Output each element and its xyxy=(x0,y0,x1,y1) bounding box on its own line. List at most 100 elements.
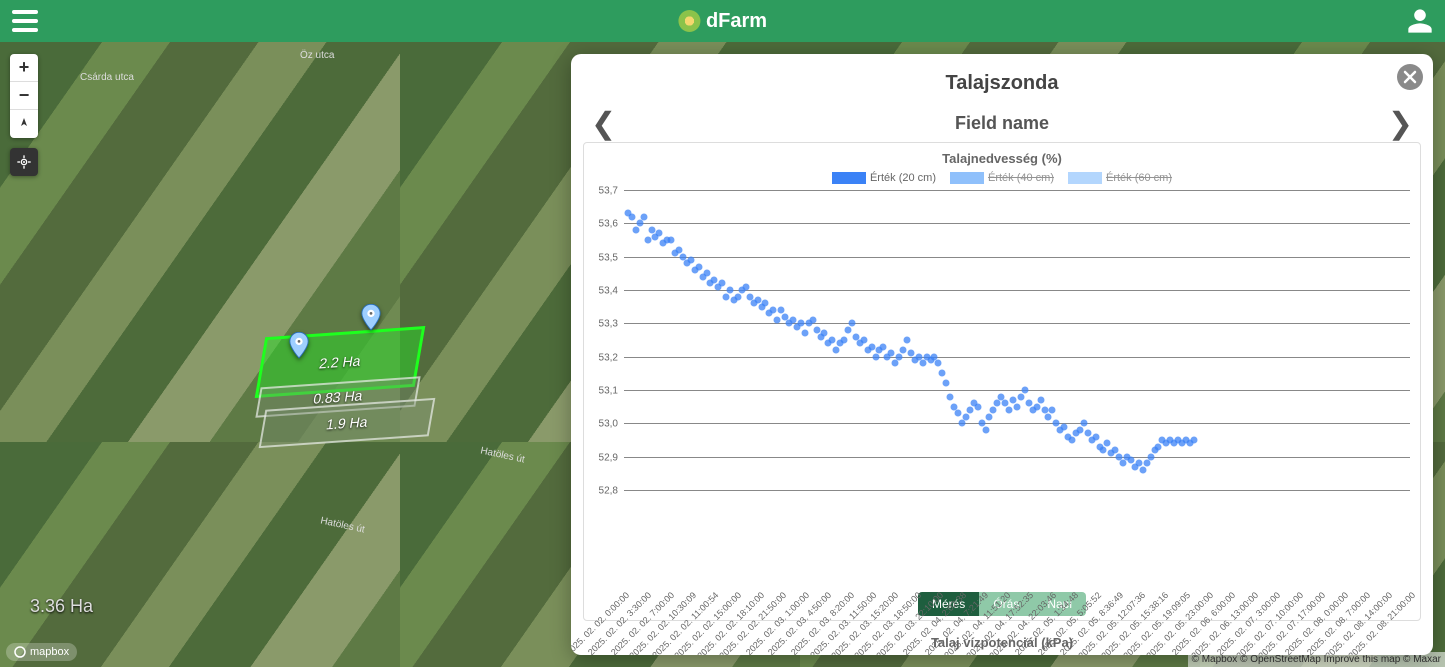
data-point[interactable] xyxy=(1045,413,1052,420)
user-avatar[interactable] xyxy=(1403,4,1437,38)
data-point[interactable] xyxy=(935,360,942,367)
sensor-pin-icon[interactable] xyxy=(288,332,310,360)
sensor-pin-icon[interactable] xyxy=(360,304,382,332)
legend-swatch-icon xyxy=(832,172,866,184)
data-point[interactable] xyxy=(880,343,887,350)
data-point[interactable] xyxy=(966,407,973,414)
data-point[interactable] xyxy=(640,213,647,220)
data-point[interactable] xyxy=(860,337,867,344)
data-point[interactable] xyxy=(1155,443,1162,450)
prev-field-button[interactable]: ❮ xyxy=(591,106,616,141)
menu-button[interactable] xyxy=(6,2,44,40)
data-point[interactable] xyxy=(734,293,741,300)
data-point[interactable] xyxy=(1139,467,1146,474)
zoom-in-button[interactable]: + xyxy=(10,54,38,82)
data-point[interactable] xyxy=(695,263,702,270)
legend-item[interactable]: Érték (60 cm) xyxy=(1068,172,1172,184)
chart-plot-area[interactable]: 53,753,653,553,453,353,253,153,052,952,8 xyxy=(624,190,1410,490)
y-axis-label: 52,9 xyxy=(599,452,618,463)
data-point[interactable] xyxy=(632,227,639,234)
modal-title: Talajszonda xyxy=(611,72,1393,95)
data-point[interactable] xyxy=(1076,427,1083,434)
y-axis-label: 53,5 xyxy=(599,252,618,263)
data-point[interactable] xyxy=(1061,423,1068,430)
data-point[interactable] xyxy=(900,347,907,354)
data-point[interactable] xyxy=(829,337,836,344)
data-point[interactable] xyxy=(742,283,749,290)
data-point[interactable] xyxy=(1037,397,1044,404)
y-axis-label: 53,6 xyxy=(599,219,618,230)
chart-legend: Érték (20 cm) Érték (40 cm) Érték (60 cm) xyxy=(588,170,1416,186)
legend-item[interactable]: Érték (40 cm) xyxy=(950,172,1054,184)
data-point[interactable] xyxy=(955,410,962,417)
data-point[interactable] xyxy=(974,403,981,410)
data-point[interactable] xyxy=(770,307,777,314)
data-point[interactable] xyxy=(872,353,879,360)
data-point[interactable] xyxy=(939,370,946,377)
zoom-out-button[interactable]: − xyxy=(10,82,38,110)
data-point[interactable] xyxy=(994,400,1001,407)
compass-button[interactable] xyxy=(10,110,38,138)
data-point[interactable] xyxy=(1049,407,1056,414)
data-point[interactable] xyxy=(1120,460,1127,467)
close-button[interactable] xyxy=(1397,64,1423,90)
data-point[interactable] xyxy=(888,350,895,357)
data-point[interactable] xyxy=(1017,393,1024,400)
data-point[interactable] xyxy=(1014,403,1021,410)
sensor-modal: Talajszonda ❮ Field name ❯ Talajnedvessé… xyxy=(571,54,1433,655)
data-point[interactable] xyxy=(1143,460,1150,467)
data-point[interactable] xyxy=(868,343,875,350)
data-point[interactable] xyxy=(990,407,997,414)
y-axis-label: 53,4 xyxy=(599,286,618,297)
data-point[interactable] xyxy=(1092,433,1099,440)
data-point[interactable] xyxy=(1080,420,1087,427)
data-point[interactable] xyxy=(727,287,734,294)
data-point[interactable] xyxy=(845,327,852,334)
data-point[interactable] xyxy=(1147,453,1154,460)
data-point[interactable] xyxy=(774,317,781,324)
data-point[interactable] xyxy=(841,337,848,344)
data-point[interactable] xyxy=(809,317,816,324)
data-point[interactable] xyxy=(1021,387,1028,394)
data-point[interactable] xyxy=(1100,447,1107,454)
data-point[interactable] xyxy=(943,380,950,387)
data-point[interactable] xyxy=(723,293,730,300)
parcel-area-label: 1.9 Ha xyxy=(325,413,369,432)
data-point[interactable] xyxy=(833,347,840,354)
data-point[interactable] xyxy=(962,413,969,420)
data-point[interactable] xyxy=(636,220,643,227)
mapbox-logo[interactable]: mapbox xyxy=(6,643,77,661)
data-point[interactable] xyxy=(801,330,808,337)
data-point[interactable] xyxy=(628,213,635,220)
data-point[interactable] xyxy=(892,360,899,367)
data-point[interactable] xyxy=(1190,437,1197,444)
data-point[interactable] xyxy=(958,420,965,427)
legend-label: Érték (60 cm) xyxy=(1106,172,1172,184)
data-point[interactable] xyxy=(903,337,910,344)
data-point[interactable] xyxy=(821,330,828,337)
data-point[interactable] xyxy=(762,300,769,307)
data-point[interactable] xyxy=(848,320,855,327)
data-point[interactable] xyxy=(719,280,726,287)
locate-button[interactable] xyxy=(10,148,38,176)
data-point[interactable] xyxy=(982,427,989,434)
modal-scroll-body[interactable]: Talajnedvesség (%) Érték (20 cm)Érték (4… xyxy=(571,142,1433,655)
field-name: Field name xyxy=(955,113,1049,134)
data-point[interactable] xyxy=(986,413,993,420)
next-field-button[interactable]: ❯ xyxy=(1388,106,1413,141)
data-point[interactable] xyxy=(644,237,651,244)
data-point[interactable] xyxy=(919,360,926,367)
legend-item[interactable]: Érték (20 cm) xyxy=(832,172,936,184)
app-logo-icon xyxy=(678,10,700,32)
data-point[interactable] xyxy=(668,237,675,244)
data-point[interactable] xyxy=(1069,437,1076,444)
data-point[interactable] xyxy=(656,230,663,237)
data-point[interactable] xyxy=(1006,407,1013,414)
data-point[interactable] xyxy=(703,270,710,277)
data-point[interactable] xyxy=(1104,440,1111,447)
data-point[interactable] xyxy=(947,393,954,400)
data-point[interactable] xyxy=(1033,403,1040,410)
data-point[interactable] xyxy=(896,353,903,360)
data-point[interactable] xyxy=(687,257,694,264)
data-point[interactable] xyxy=(797,320,804,327)
